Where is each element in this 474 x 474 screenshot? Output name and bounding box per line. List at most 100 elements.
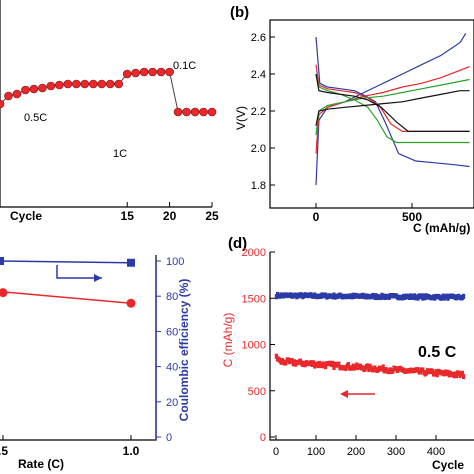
panel-a-point [190, 107, 200, 117]
panel-c-y-tick-label: 60 [166, 326, 178, 338]
panel-d-point [332, 364, 336, 371]
panel-b-discharge-curve [315, 64, 470, 132]
panel-c-efficiency-marker [0, 257, 4, 265]
arrow-head-left [340, 390, 348, 398]
annotation-0-5c: 0.5C [24, 112, 47, 124]
panel-a-point [38, 83, 47, 93]
panel-b-y-tick-label: 2.6 [251, 32, 266, 44]
panel-d-x-tick-label: 0 [273, 446, 279, 458]
panel-d-point [462, 293, 466, 300]
panel-c-capacity-line [0, 290, 132, 304]
panel-c-xlabel: Rate (C) [18, 457, 64, 471]
panel-b-frame [269, 19, 474, 209]
panel-d-point [367, 366, 371, 373]
panel-a-point [29, 84, 39, 94]
panel-c-x-tick-label: 1.0 [123, 444, 140, 458]
panel-d-point [312, 360, 316, 366]
panel-c-y-tick-label: 40 [166, 362, 178, 374]
panel-c-efficiency-line [0, 260, 132, 264]
panel-d-x-tick-label: 300 [387, 446, 405, 458]
panel-a-point [139, 67, 149, 77]
panel-a-point [4, 91, 13, 101]
panel-a-tick-label: 25 [205, 209, 219, 223]
panel-b-discharge-curve [315, 36, 470, 168]
panel-a-point [131, 68, 140, 78]
annotation-1c: 1C [113, 148, 127, 160]
panel-b-y-tick-label: 2.2 [251, 106, 266, 118]
panel-d-point [366, 363, 370, 369]
panel-d-point [284, 360, 288, 366]
panel-a-point [21, 85, 30, 95]
panel-d-point [421, 367, 425, 373]
panel-b: (b) V(V) C (mAh/g) 1.8 2.0 2.2 2.4 2.6 0 500 [230, 4, 474, 235]
panel-b-y-tick-label: 2.4 [251, 69, 266, 81]
panel-b-x-tick-label: 500 [402, 210, 422, 224]
panel-a: Cycle 1C 0.1C 0.5C 15 20 25 [0, 0, 219, 223]
panel-d-point [324, 363, 328, 370]
panel-d-y-tick-label: 0 [260, 432, 266, 444]
panel-d-point [435, 372, 439, 378]
arrow-to-right-axis [56, 265, 102, 279]
panel-c: Coulombic efficiency (%) Rate (C) 0 20 40 6… [0, 255, 191, 471]
panel-c-capacity-marker [0, 288, 8, 298]
panel-d-point [454, 372, 458, 379]
panel-c-y-tick-label: 80 [166, 291, 178, 303]
panel-b-y-tick-label: 1.8 [251, 180, 266, 192]
panel-d-label: (d) [228, 235, 247, 252]
panel-d-x-tick-label: 200 [347, 446, 365, 458]
panel-a-point [165, 67, 174, 77]
panel-a-point [88, 79, 98, 89]
panel-a-point [72, 79, 81, 89]
panel-a-point [148, 67, 157, 77]
panel-d-point [331, 360, 335, 367]
panel-a-point [207, 107, 217, 117]
panel-a-point [156, 67, 166, 77]
panel-a-point [0, 99, 5, 109]
panel-a-point [182, 107, 191, 117]
panel-d-point [337, 361, 341, 367]
panel-a-tick-label: 15 [121, 209, 135, 223]
panel-d-ylabel: C (mAh/g) [221, 313, 235, 368]
panel-a-point [63, 79, 73, 89]
panel-b-y-tick-label: 2.0 [251, 143, 266, 155]
panel-c-capacity-marker [126, 298, 136, 308]
panel-a-axes [0, 0, 212, 208]
annotation-0-5-c: 0.5 C [418, 344, 457, 361]
panel-b-charge-curve [315, 78, 470, 136]
panel-b-charge-curve [315, 32, 467, 186]
panel-d-y-tick-label: 1500 [242, 293, 266, 305]
panel-c-x-tick-label: .5 [0, 444, 8, 458]
panel-d-y-tick-label: 500 [248, 386, 266, 398]
panel-d-y-tick-label: 1000 [242, 340, 266, 352]
panel-a-point [105, 79, 115, 89]
panel-a-xlabel: Cycle [10, 209, 42, 223]
annotation-0-1c: 0.1C [173, 60, 196, 72]
panel-c-efficiency-marker [127, 258, 135, 267]
panel-a-point [199, 107, 208, 117]
panel-d: (d) C (mAh/g) 0.5 C Cycle 0 500 1000 1500 20… [221, 235, 474, 472]
panel-c-ylabel: Coulombic efficiency (%) [177, 279, 191, 422]
panel-c-axes [0, 255, 157, 441]
panel-b-discharge-curve [315, 73, 470, 132]
panel-b-label: (b) [230, 4, 249, 21]
panel-c-y-tick-label: 20 [166, 397, 178, 409]
panel-a-tick-label: 20 [163, 209, 177, 223]
panel-c-y-tick-label: 100 [166, 256, 184, 268]
panel-b-charge-curve [315, 90, 470, 126]
panel-b-discharge-curve [315, 73, 470, 144]
panel-a-point [114, 79, 124, 89]
arrow-head-right [94, 274, 102, 282]
panel-b-x-tick-label: 0 [313, 210, 320, 224]
panel-d-point [462, 373, 466, 380]
panel-d-point [391, 368, 395, 374]
panel-b-ylabel: V(V) [234, 106, 248, 130]
panel-d-xlabel: Cycle [432, 458, 464, 472]
panel-b-xlabel: C (mAh/g) [413, 221, 470, 235]
panel-c-y-tick-label: 0 [166, 432, 172, 444]
panel-d-point [460, 370, 464, 376]
panel-a-point [122, 69, 132, 79]
panel-a-point [80, 79, 90, 89]
panel-a-point [97, 79, 107, 89]
panel-d-point [346, 362, 350, 368]
